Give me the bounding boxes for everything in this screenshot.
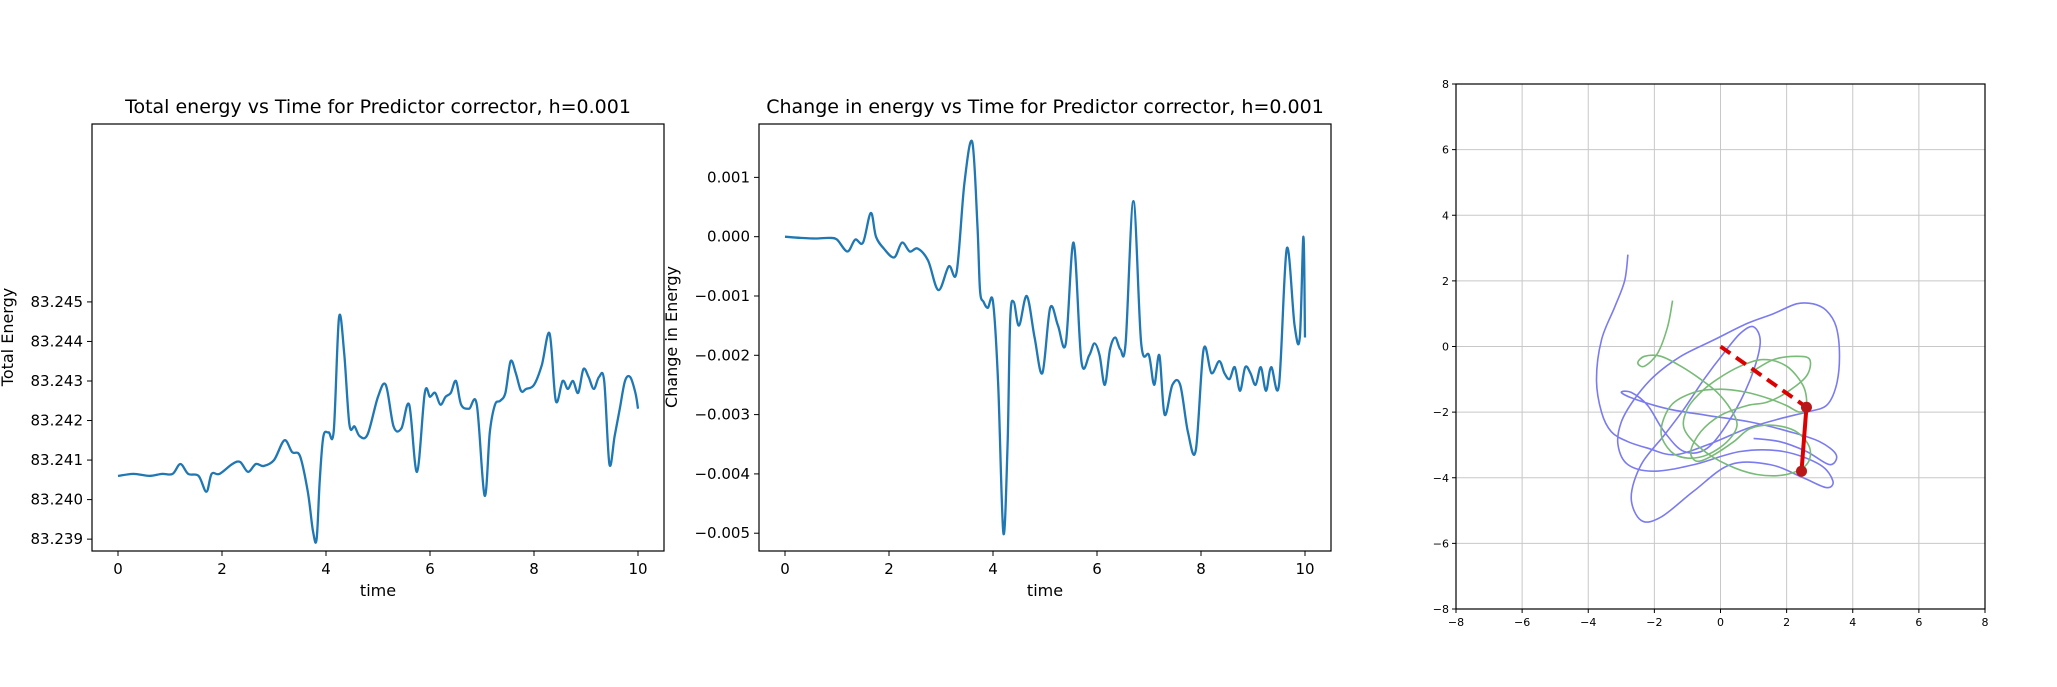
x-tick-labels: 0 2 4 6 8 10 [113,551,648,578]
y-tick-label: 4 [1442,209,1449,222]
x-tick-label: 10 [628,560,647,578]
x-tick-label: 6 [1915,616,1922,629]
y-tick-label: 83.242 [31,412,84,430]
x-tick-label: 10 [1295,560,1314,578]
blue-trajectory [1595,254,1841,523]
x-tick-label: 8 [1196,560,1206,578]
y-tick-label: −0.004 [694,465,750,483]
y-tick-label: −6 [1433,537,1449,550]
y-tick-label: −0.003 [694,406,750,424]
x-tick-label: −6 [1514,616,1530,629]
y-tick-labels: 0.001 0.000 −0.001 −0.002 −0.003 −0.004 −0.005 [694,168,759,542]
pendulum-mass-1 [1800,401,1812,413]
x-tick-label: 2 [1783,616,1790,629]
y-tick-labels: 83.239 83.240 83.241 83.242 83.243 83.244 83.2… [31,293,92,548]
trajectory-chart: −8 −6 −4 −2 0 2 4 6 8 −8 −6 −4 −2 0 2 4 6 8 [1433,78,1989,629]
pendulum-mass-2 [1796,465,1808,477]
trajectories [1595,254,1841,523]
x-tick-label: −2 [1646,616,1662,629]
x-tick-label: 2 [884,560,894,578]
y-tick-label: 83.240 [31,491,84,509]
energy-chart: Total energy vs Time for Predictor corre… [0,96,665,600]
x-tick-label: 0 [1717,616,1724,629]
x-tick-label: 4 [321,560,331,578]
x-tick-labels: −8 −6 −4 −2 0 2 4 6 8 [1448,609,1989,629]
x-tick-label: 4 [988,560,998,578]
y-tick-label: 83.241 [31,451,84,469]
y-tick-label: −0.002 [694,346,750,364]
y-axis-label: Change in Energy [662,266,681,408]
x-tick-label: 8 [529,560,539,578]
x-tick-label: 4 [1849,616,1856,629]
y-tick-labels: −8 −6 −4 −2 0 2 4 6 8 [1433,78,1456,616]
x-axis-label: time [1027,581,1063,600]
x-tick-labels: 0 2 4 6 8 10 [780,551,1315,578]
x-tick-label: −8 [1448,616,1464,629]
pendulum-arm-2 [1799,407,1809,472]
y-tick-label: 6 [1442,144,1449,157]
x-tick-label: 8 [1982,616,1989,629]
y-tick-label: 83.244 [31,332,84,350]
delta-energy-line [784,139,1307,536]
energy-line [117,313,640,544]
delta-energy-chart: Change in energy vs Time for Predictor c… [662,96,1332,600]
pendulum [1719,344,1812,477]
y-tick-label: 83.245 [31,293,84,311]
pendulum-arm-1 [1719,344,1808,409]
x-tick-label: 6 [425,560,435,578]
plot-frame [91,123,665,552]
y-tick-label: 83.239 [31,530,84,548]
y-tick-label: 0.000 [707,228,750,246]
x-tick-label: 6 [1092,560,1102,578]
y-axis-label: Total Energy [0,288,17,387]
plot-frame [758,123,1332,552]
chart-title: Change in energy vs Time for Predictor c… [766,96,1324,118]
y-tick-label: −0.001 [694,287,750,305]
x-tick-label: −4 [1580,616,1596,629]
x-axis-label: time [360,581,396,600]
chart-title: Total energy vs Time for Predictor corre… [124,96,631,118]
green-trajectory [1637,300,1812,477]
y-tick-label: −4 [1433,472,1449,485]
y-tick-label: 0.001 [707,168,750,186]
y-tick-label: −8 [1433,603,1449,616]
y-tick-label: 83.243 [31,372,84,390]
x-tick-label: 0 [113,560,123,578]
y-tick-label: 2 [1442,275,1449,288]
x-tick-label: 0 [780,560,790,578]
y-tick-label: 8 [1442,78,1449,91]
y-tick-label: −0.005 [694,524,750,542]
x-tick-label: 2 [217,560,227,578]
y-tick-label: −2 [1433,406,1449,419]
y-tick-label: 0 [1442,341,1449,354]
